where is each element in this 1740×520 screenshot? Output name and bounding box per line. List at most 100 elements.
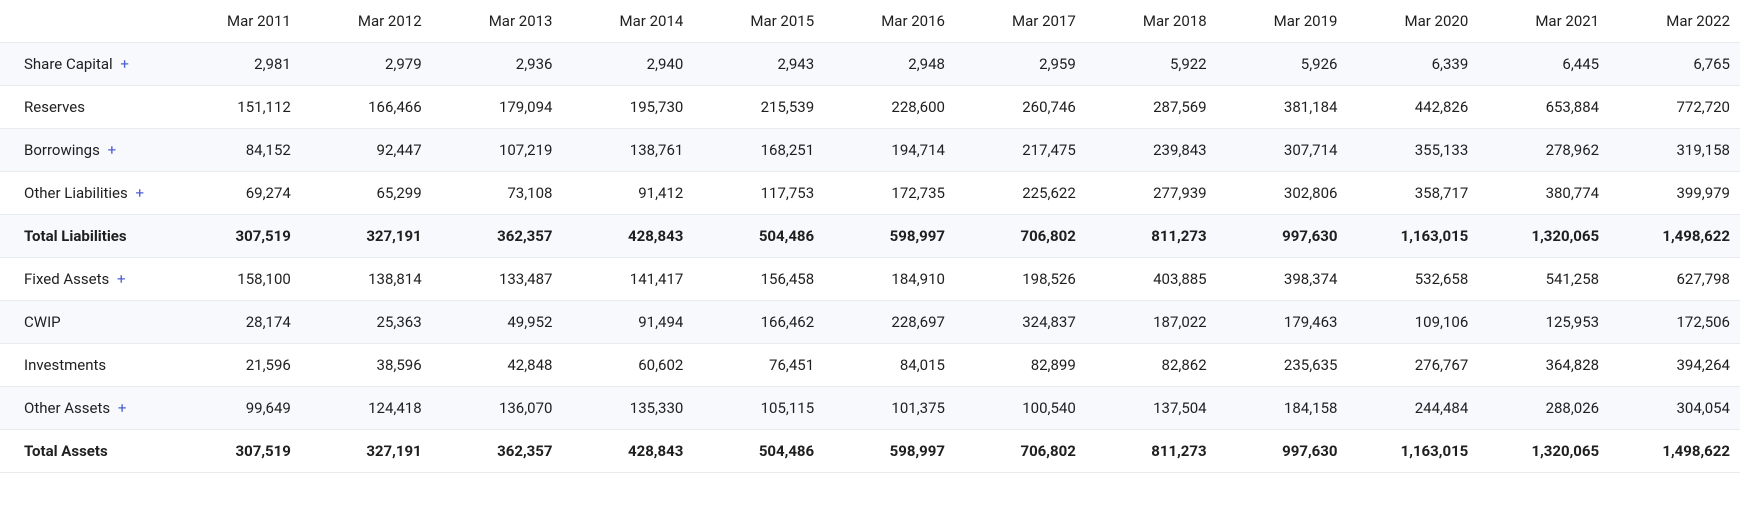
row-label-cell: Fixed Assets + xyxy=(0,258,170,301)
column-header: Mar 2016 xyxy=(824,0,955,43)
column-header: Mar 2012 xyxy=(301,0,432,43)
data-cell: 811,273 xyxy=(1086,430,1217,473)
data-cell: 38,596 xyxy=(301,344,432,387)
data-cell: 215,539 xyxy=(693,86,824,129)
row-label-cell: Total Liabilities xyxy=(0,215,170,258)
data-cell: 260,746 xyxy=(955,86,1086,129)
table-row: Reserves151,112166,466179,094195,730215,… xyxy=(0,86,1740,129)
column-header: Mar 2022 xyxy=(1609,0,1740,43)
data-cell: 179,463 xyxy=(1217,301,1348,344)
data-cell: 82,862 xyxy=(1086,344,1217,387)
row-label-cell: Reserves xyxy=(0,86,170,129)
table-row: Investments21,59638,59642,84860,60276,45… xyxy=(0,344,1740,387)
data-cell: 1,498,622 xyxy=(1609,215,1740,258)
column-header: Mar 2021 xyxy=(1478,0,1609,43)
data-cell: 394,264 xyxy=(1609,344,1740,387)
data-cell: 158,100 xyxy=(170,258,301,301)
data-cell: 403,885 xyxy=(1086,258,1217,301)
expand-icon[interactable]: + xyxy=(118,399,127,417)
table-header: Mar 2011Mar 2012Mar 2013Mar 2014Mar 2015… xyxy=(0,0,1740,43)
data-cell: 101,375 xyxy=(824,387,955,430)
data-cell: 69,274 xyxy=(170,172,301,215)
data-cell: 92,447 xyxy=(301,129,432,172)
data-cell: 2,936 xyxy=(432,43,563,86)
data-cell: 1,498,622 xyxy=(1609,430,1740,473)
data-cell: 5,922 xyxy=(1086,43,1217,86)
data-cell: 125,953 xyxy=(1478,301,1609,344)
data-cell: 1,320,065 xyxy=(1478,430,1609,473)
data-cell: 287,569 xyxy=(1086,86,1217,129)
expand-icon[interactable]: + xyxy=(117,270,126,288)
data-cell: 277,939 xyxy=(1086,172,1217,215)
data-cell: 428,843 xyxy=(562,430,693,473)
data-cell: 107,219 xyxy=(432,129,563,172)
data-cell: 288,026 xyxy=(1478,387,1609,430)
data-cell: 99,649 xyxy=(170,387,301,430)
data-cell: 307,519 xyxy=(170,215,301,258)
data-cell: 2,981 xyxy=(170,43,301,86)
data-cell: 172,506 xyxy=(1609,301,1740,344)
row-label-cell: Other Liabilities + xyxy=(0,172,170,215)
row-label-cell: Other Assets + xyxy=(0,387,170,430)
data-cell: 811,273 xyxy=(1086,215,1217,258)
data-cell: 244,484 xyxy=(1347,387,1478,430)
data-cell: 398,374 xyxy=(1217,258,1348,301)
data-cell: 138,761 xyxy=(562,129,693,172)
data-cell: 6,765 xyxy=(1609,43,1740,86)
data-cell: 362,357 xyxy=(432,215,563,258)
data-cell: 195,730 xyxy=(562,86,693,129)
row-label-cell: CWIP xyxy=(0,301,170,344)
data-cell: 198,526 xyxy=(955,258,1086,301)
data-cell: 60,602 xyxy=(562,344,693,387)
expand-icon[interactable]: + xyxy=(135,184,144,202)
data-cell: 225,622 xyxy=(955,172,1086,215)
data-cell: 137,504 xyxy=(1086,387,1217,430)
data-cell: 307,714 xyxy=(1217,129,1348,172)
data-cell: 2,943 xyxy=(693,43,824,86)
expand-icon[interactable]: + xyxy=(108,141,117,159)
data-cell: 117,753 xyxy=(693,172,824,215)
row-label: CWIP xyxy=(24,313,61,331)
data-cell: 82,899 xyxy=(955,344,1086,387)
data-cell: 228,600 xyxy=(824,86,955,129)
data-cell: 76,451 xyxy=(693,344,824,387)
data-cell: 179,094 xyxy=(432,86,563,129)
data-cell: 504,486 xyxy=(693,215,824,258)
data-cell: 1,163,015 xyxy=(1347,215,1478,258)
column-header: Mar 2014 xyxy=(562,0,693,43)
data-cell: 2,979 xyxy=(301,43,432,86)
data-cell: 304,054 xyxy=(1609,387,1740,430)
table-row: Other Assets +99,649124,418136,070135,33… xyxy=(0,387,1740,430)
data-cell: 302,806 xyxy=(1217,172,1348,215)
data-cell: 166,466 xyxy=(301,86,432,129)
data-cell: 997,630 xyxy=(1217,430,1348,473)
row-label: Reserves xyxy=(24,98,85,116)
table-row: Share Capital +2,9812,9792,9362,9402,943… xyxy=(0,43,1740,86)
data-cell: 319,158 xyxy=(1609,129,1740,172)
expand-icon[interactable]: + xyxy=(120,55,129,73)
table-row: Borrowings +84,15292,447107,219138,76116… xyxy=(0,129,1740,172)
data-cell: 362,357 xyxy=(432,430,563,473)
table-row: Total Liabilities307,519327,191362,35742… xyxy=(0,215,1740,258)
data-cell: 6,445 xyxy=(1478,43,1609,86)
data-cell: 172,735 xyxy=(824,172,955,215)
data-cell: 91,494 xyxy=(562,301,693,344)
data-cell: 5,926 xyxy=(1217,43,1348,86)
data-cell: 109,106 xyxy=(1347,301,1478,344)
data-cell: 239,843 xyxy=(1086,129,1217,172)
row-label-cell: Share Capital + xyxy=(0,43,170,86)
data-cell: 278,962 xyxy=(1478,129,1609,172)
balance-sheet-table: Mar 2011Mar 2012Mar 2013Mar 2014Mar 2015… xyxy=(0,0,1740,473)
data-cell: 138,814 xyxy=(301,258,432,301)
data-cell: 124,418 xyxy=(301,387,432,430)
row-label: Total Liabilities xyxy=(24,227,127,245)
data-cell: 307,519 xyxy=(170,430,301,473)
data-cell: 2,940 xyxy=(562,43,693,86)
data-cell: 355,133 xyxy=(1347,129,1478,172)
data-cell: 541,258 xyxy=(1478,258,1609,301)
data-cell: 627,798 xyxy=(1609,258,1740,301)
data-cell: 327,191 xyxy=(301,215,432,258)
data-cell: 598,997 xyxy=(824,215,955,258)
data-cell: 442,826 xyxy=(1347,86,1478,129)
data-cell: 706,802 xyxy=(955,430,1086,473)
